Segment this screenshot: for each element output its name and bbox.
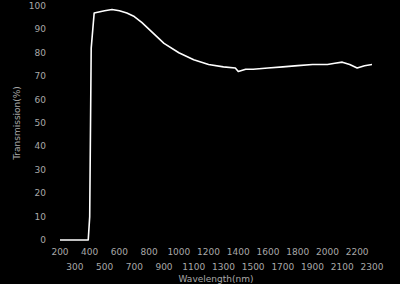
x-tick-label: 1000 — [167, 247, 190, 257]
x-tick-label: 1200 — [197, 247, 220, 257]
y-tick-label: 30 — [35, 165, 47, 175]
y-tick-label: 20 — [35, 188, 47, 198]
x-tick-label: 1300 — [212, 262, 235, 272]
y-axis-label: Transmission(%) — [12, 86, 22, 161]
y-tick-label: 80 — [35, 48, 47, 58]
y-tick-label: 40 — [35, 141, 47, 151]
x-tick-label: 200 — [51, 247, 68, 257]
x-tick-label: 600 — [111, 247, 128, 257]
x-tick-label: 800 — [141, 247, 158, 257]
y-tick-label: 70 — [35, 71, 47, 81]
x-tick-label: 1100 — [182, 262, 205, 272]
y-tick-label: 50 — [35, 118, 47, 128]
y-tick-label: 90 — [35, 24, 47, 34]
x-tick-label: 300 — [66, 262, 83, 272]
y-tick-label: 100 — [29, 1, 46, 11]
plot-area — [60, 10, 372, 240]
x-tick-label: 1800 — [286, 247, 309, 257]
x-tick-label: 2200 — [346, 247, 369, 257]
x-tick-label: 1400 — [227, 247, 250, 257]
x-tick-label: 1900 — [301, 262, 324, 272]
x-tick-label: 1700 — [271, 262, 294, 272]
x-tick-label: 2100 — [331, 262, 354, 272]
chart: 0 10 20 30 40 50 60 70 80 90 100 200 300 400 500 600 700… — [0, 0, 400, 284]
x-tick-label: 700 — [126, 262, 143, 272]
x-tick-label: 2300 — [361, 262, 384, 272]
x-tick-label: 1600 — [257, 247, 280, 257]
x-tick-label: 900 — [155, 262, 172, 272]
y-tick-label: 60 — [35, 95, 47, 105]
x-tick-label: 2000 — [316, 247, 339, 257]
transmission-line — [60, 10, 372, 240]
x-axis-label: Wavelength(nm) — [179, 274, 254, 284]
x-tick-label: 1500 — [242, 262, 265, 272]
y-tick-label: 10 — [35, 212, 47, 222]
y-tick-label: 0 — [40, 235, 46, 245]
x-tick-label: 500 — [96, 262, 113, 272]
x-tick-label: 400 — [81, 247, 98, 257]
